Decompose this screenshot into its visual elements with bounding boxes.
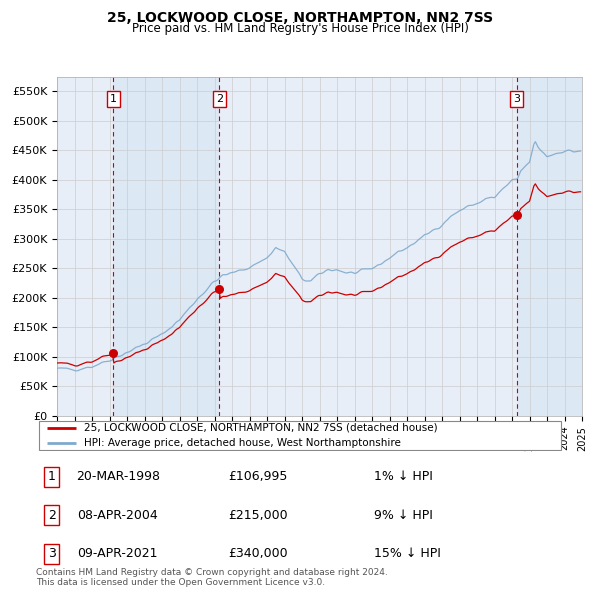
Point — [214, 284, 224, 294]
Text: HPI: Average price, detached house, West Northamptonshire: HPI: Average price, detached house, West… — [83, 438, 400, 448]
Text: 20-MAR-1998: 20-MAR-1998 — [76, 470, 160, 483]
Text: 08-APR-2004: 08-APR-2004 — [77, 509, 158, 522]
Point — [512, 211, 521, 220]
Bar — [113, 77, 219, 416]
Text: 2: 2 — [215, 94, 223, 104]
Text: 09-APR-2021: 09-APR-2021 — [77, 547, 158, 560]
Bar — [57, 77, 113, 416]
Text: Price paid vs. HM Land Registry's House Price Index (HPI): Price paid vs. HM Land Registry's House … — [131, 22, 469, 35]
Text: This data is licensed under the Open Government Licence v3.0.: This data is licensed under the Open Gov… — [36, 578, 325, 587]
Text: 3: 3 — [513, 94, 520, 104]
Text: Contains HM Land Registry data © Crown copyright and database right 2024.: Contains HM Land Registry data © Crown c… — [36, 568, 388, 577]
Text: £340,000: £340,000 — [228, 547, 287, 560]
Text: 25, LOCKWOOD CLOSE, NORTHAMPTON, NN2 7SS (detached house): 25, LOCKWOOD CLOSE, NORTHAMPTON, NN2 7SS… — [83, 423, 437, 433]
Bar — [219, 77, 517, 416]
Text: 1% ↓ HPI: 1% ↓ HPI — [374, 470, 433, 483]
Text: 15% ↓ HPI: 15% ↓ HPI — [374, 547, 441, 560]
Text: 1: 1 — [48, 470, 56, 483]
Text: 1: 1 — [110, 94, 117, 104]
Text: 3: 3 — [48, 547, 56, 560]
Text: 9% ↓ HPI: 9% ↓ HPI — [374, 509, 433, 522]
FancyBboxPatch shape — [38, 421, 562, 450]
Text: 25, LOCKWOOD CLOSE, NORTHAMPTON, NN2 7SS: 25, LOCKWOOD CLOSE, NORTHAMPTON, NN2 7SS — [107, 11, 493, 25]
Text: £106,995: £106,995 — [228, 470, 287, 483]
Text: 2: 2 — [48, 509, 56, 522]
Bar — [517, 77, 582, 416]
Text: £215,000: £215,000 — [228, 509, 287, 522]
Point — [109, 348, 118, 358]
